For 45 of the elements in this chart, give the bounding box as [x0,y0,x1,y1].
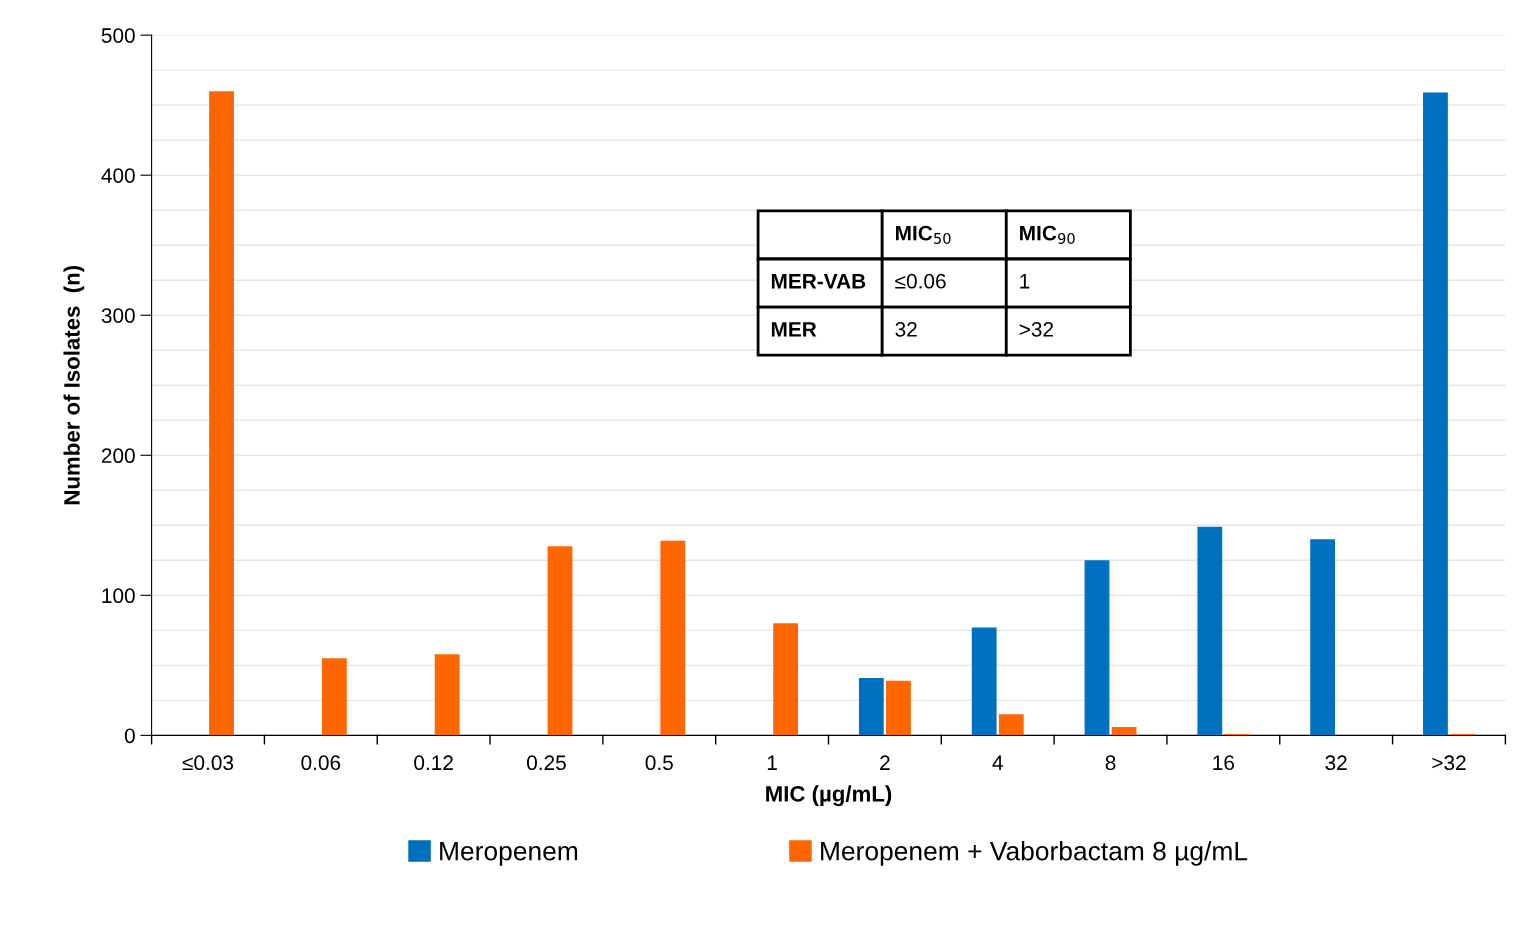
x-tick-label: 0.06 [301,755,341,771]
x-tick-label: 4 [992,755,1003,770]
bar [773,623,799,736]
bar [858,677,884,736]
y-tick-label: 300 [101,308,135,323]
y-tick-label: 0 [124,728,135,744]
annotation: 32 [895,321,917,337]
x-tick-label: 0.25 [527,755,566,771]
bar [1084,560,1110,736]
x-tick-label: 2 [880,755,890,770]
annotation: 1 [1020,274,1030,289]
legend-label: Meropenem [440,842,578,866]
y-tick-label: 200 [101,448,135,464]
bar [321,658,347,736]
bar [1310,539,1336,736]
bar [434,654,460,736]
x-tick-label: ≤0.03 [182,755,234,771]
y-tick-label: 500 [101,28,135,43]
x-tick-label: 16 [1213,755,1235,771]
x-tick-label: 0.5 [645,755,673,771]
x-tick-label: 1 [767,755,777,770]
bar [660,540,686,736]
x-tick-label: >32 [1432,755,1466,771]
y-tick-label: 100 [102,588,135,604]
bar [886,680,911,736]
bar [1111,726,1137,736]
annotation: MIC$_{50}$ [896,225,951,244]
x-tick-label: 8 [1105,755,1116,771]
annotation: MIC$_{90}$ [1020,225,1075,244]
y-axis-title: Number of Isolates (n) [63,265,85,505]
x-axis-title: MIC (µg/mL) [766,785,892,807]
bar [547,546,573,736]
bar [1423,92,1448,736]
x-tick-label: 32 [1325,755,1347,771]
annotation: MER [771,322,817,337]
bar [998,714,1024,736]
bar [971,627,997,736]
x-tick-label: 0.12 [414,755,453,771]
annotation: ≤0.06 [895,273,946,289]
legend-label: Meropenem + Vaborbactam 8 µg/mL [821,841,1248,866]
annotation: MER-VAB [771,274,866,289]
bar [1197,526,1223,736]
y-tick-label: 400 [101,168,135,183]
annotation: >32 [1019,321,1053,337]
bar [209,91,234,736]
